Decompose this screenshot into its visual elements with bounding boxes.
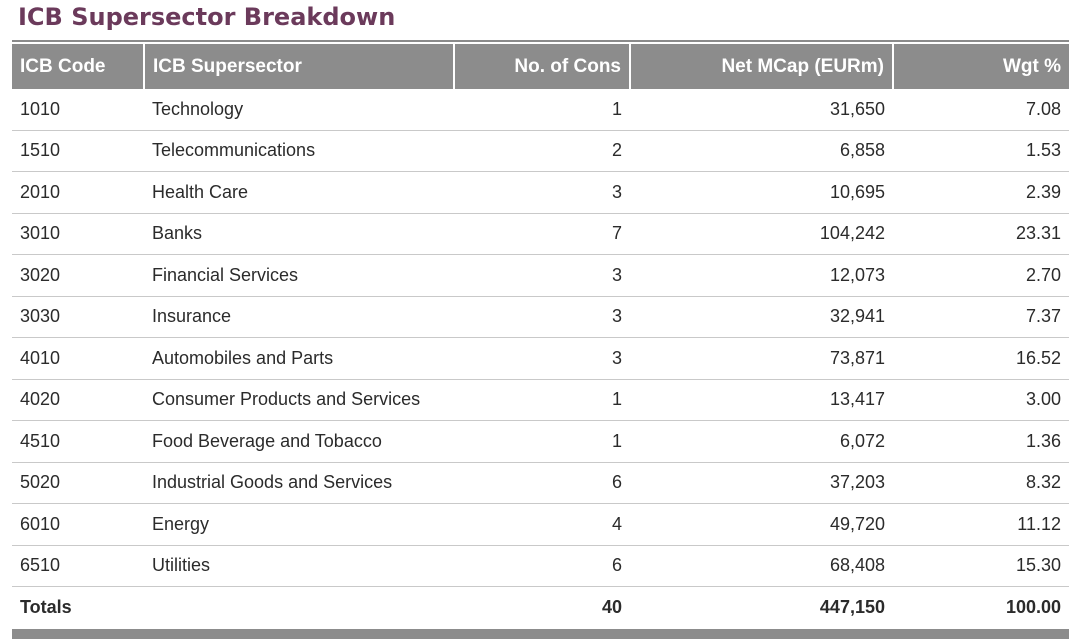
table-row: 4020 Consumer Products and Services 1 13,41… [12, 379, 1069, 421]
column-header-no-of-cons[interactable]: No. of Cons [453, 44, 630, 89]
cell-no-of-cons: 2 [454, 130, 630, 172]
cell-no-of-cons: 1 [454, 379, 630, 421]
cell-wgt: 23.31 [893, 213, 1069, 255]
table-header-row: ICB Code ICB Supersector No. of Cons Net… [12, 44, 1069, 89]
cell-icb-supersector: Health Care [144, 171, 454, 214]
table-row: 1010 Technology 1 31,650 7.08 [12, 89, 1069, 131]
table-row: 5020 Industrial Goods and Services 6 37,203… [12, 462, 1069, 504]
column-header-icb-supersector[interactable]: ICB Supersector [143, 44, 454, 89]
totals-wgt: 100.00 [1005, 596, 1061, 617]
cell-icb-supersector: Technology [144, 89, 454, 131]
cell-net-mcap: 68,408 [630, 545, 893, 587]
column-header-wgt[interactable]: Wgt % [892, 44, 1069, 89]
supersector-table: ICB Code ICB Supersector No. of Cons Net… [12, 44, 1069, 627]
cell-icb-code: 4010 [12, 337, 144, 380]
table-row: 4010 Automobiles and Parts 3 73,871 16.52 [12, 337, 1069, 380]
cell-wgt: 1.36 [893, 420, 1069, 463]
cell-no-of-cons: 3 [454, 254, 630, 297]
cell-net-mcap: 6,858 [630, 130, 893, 172]
cell-icb-supersector: Industrial Goods and Services [144, 462, 454, 504]
cell-icb-code: 6010 [12, 503, 144, 546]
cell-wgt: 3.00 [893, 379, 1069, 421]
totals-empty-cell [144, 587, 454, 628]
table-row: 3020 Financial Services 3 12,073 2.70 [12, 254, 1069, 297]
table-row: 4510 Food Beverage and Tobacco 1 6,072 1.36 [12, 420, 1069, 463]
cell-no-of-cons: 3 [454, 337, 630, 380]
title-divider [12, 40, 1069, 42]
cell-icb-supersector: Food Beverage and Tobacco [144, 420, 454, 463]
cell-net-mcap: 31,650 [630, 89, 893, 131]
cell-icb-supersector: Banks [144, 213, 454, 255]
table-row: 1510 Telecommunications 2 6,858 1.53 [12, 130, 1069, 172]
cell-icb-code: 5020 [12, 462, 144, 504]
cell-net-mcap: 37,203 [630, 462, 893, 504]
cell-icb-code: 1010 [12, 89, 144, 131]
cell-icb-supersector: Insurance [144, 296, 454, 338]
table-row: 3030 Insurance 3 32,941 7.37 [12, 296, 1069, 338]
cell-net-mcap: 6,072 [630, 420, 893, 463]
table-body: 1010 Technology 1 31,650 7.08 1510 Telecommuni… [12, 89, 1069, 627]
cell-no-of-cons: 1 [454, 89, 630, 131]
cell-icb-code: 4020 [12, 379, 144, 421]
table-row: 6010 Energy 4 49,720 11.12 [12, 503, 1069, 546]
cell-icb-code: 3010 [12, 213, 144, 255]
cell-wgt: 7.08 [893, 89, 1069, 131]
cell-icb-code: 2010 [12, 171, 144, 214]
cell-no-of-cons: 6 [454, 545, 630, 587]
cell-wgt: 2.70 [893, 254, 1069, 297]
table-row: 2010 Health Care 3 10,695 2.39 [12, 171, 1069, 214]
cell-net-mcap: 10,695 [630, 171, 893, 214]
cell-wgt: 8.32 [893, 462, 1069, 504]
table-bottom-bar [12, 629, 1069, 639]
column-header-icb-code[interactable]: ICB Code [12, 44, 144, 89]
cell-icb-supersector: Automobiles and Parts [144, 337, 454, 380]
page-title: ICB Supersector Breakdown [18, 3, 396, 31]
cell-icb-code: 3030 [12, 296, 144, 338]
table-row: 6510 Utilities 6 68,408 15.30 [12, 545, 1069, 587]
cell-icb-supersector: Utilities [144, 545, 454, 587]
cell-no-of-cons: 7 [454, 213, 630, 255]
cell-wgt: 2.39 [893, 171, 1069, 214]
cell-icb-supersector: Consumer Products and Services [144, 379, 454, 421]
cell-wgt: 11.12 [893, 503, 1069, 546]
totals-cons: 40 [601, 596, 622, 617]
cell-net-mcap: 12,073 [630, 254, 893, 297]
cell-no-of-cons: 4 [454, 503, 630, 546]
cell-icb-supersector: Telecommunications [144, 130, 454, 172]
cell-net-mcap: 13,417 [630, 379, 893, 421]
cell-icb-code: 1510 [12, 130, 144, 172]
cell-icb-code: 6510 [12, 545, 144, 587]
cell-icb-supersector: Energy [144, 503, 454, 546]
cell-no-of-cons: 3 [454, 296, 630, 338]
cell-net-mcap: 32,941 [630, 296, 893, 338]
cell-net-mcap: 104,242 [630, 213, 893, 255]
cell-net-mcap: 73,871 [630, 337, 893, 380]
cell-icb-code: 4510 [12, 420, 144, 463]
cell-wgt: 15.30 [893, 545, 1069, 587]
cell-wgt: 1.53 [893, 130, 1069, 172]
totals-label: Totals [20, 596, 72, 617]
cell-wgt: 16.52 [893, 337, 1069, 380]
column-header-net-mcap[interactable]: Net MCap (EURm) [629, 44, 893, 89]
cell-net-mcap: 49,720 [630, 503, 893, 546]
totals-mcap: 447,150 [819, 596, 885, 617]
cell-icb-supersector: Financial Services [144, 254, 454, 297]
totals-row: Totals 40 447,150 100.00 [12, 587, 1069, 628]
cell-no-of-cons: 3 [454, 171, 630, 214]
cell-no-of-cons: 1 [454, 420, 630, 463]
table-row: 3010 Banks 7 104,242 23.31 [12, 213, 1069, 255]
cell-no-of-cons: 6 [454, 462, 630, 504]
cell-icb-code: 3020 [12, 254, 144, 297]
cell-wgt: 7.37 [893, 296, 1069, 338]
